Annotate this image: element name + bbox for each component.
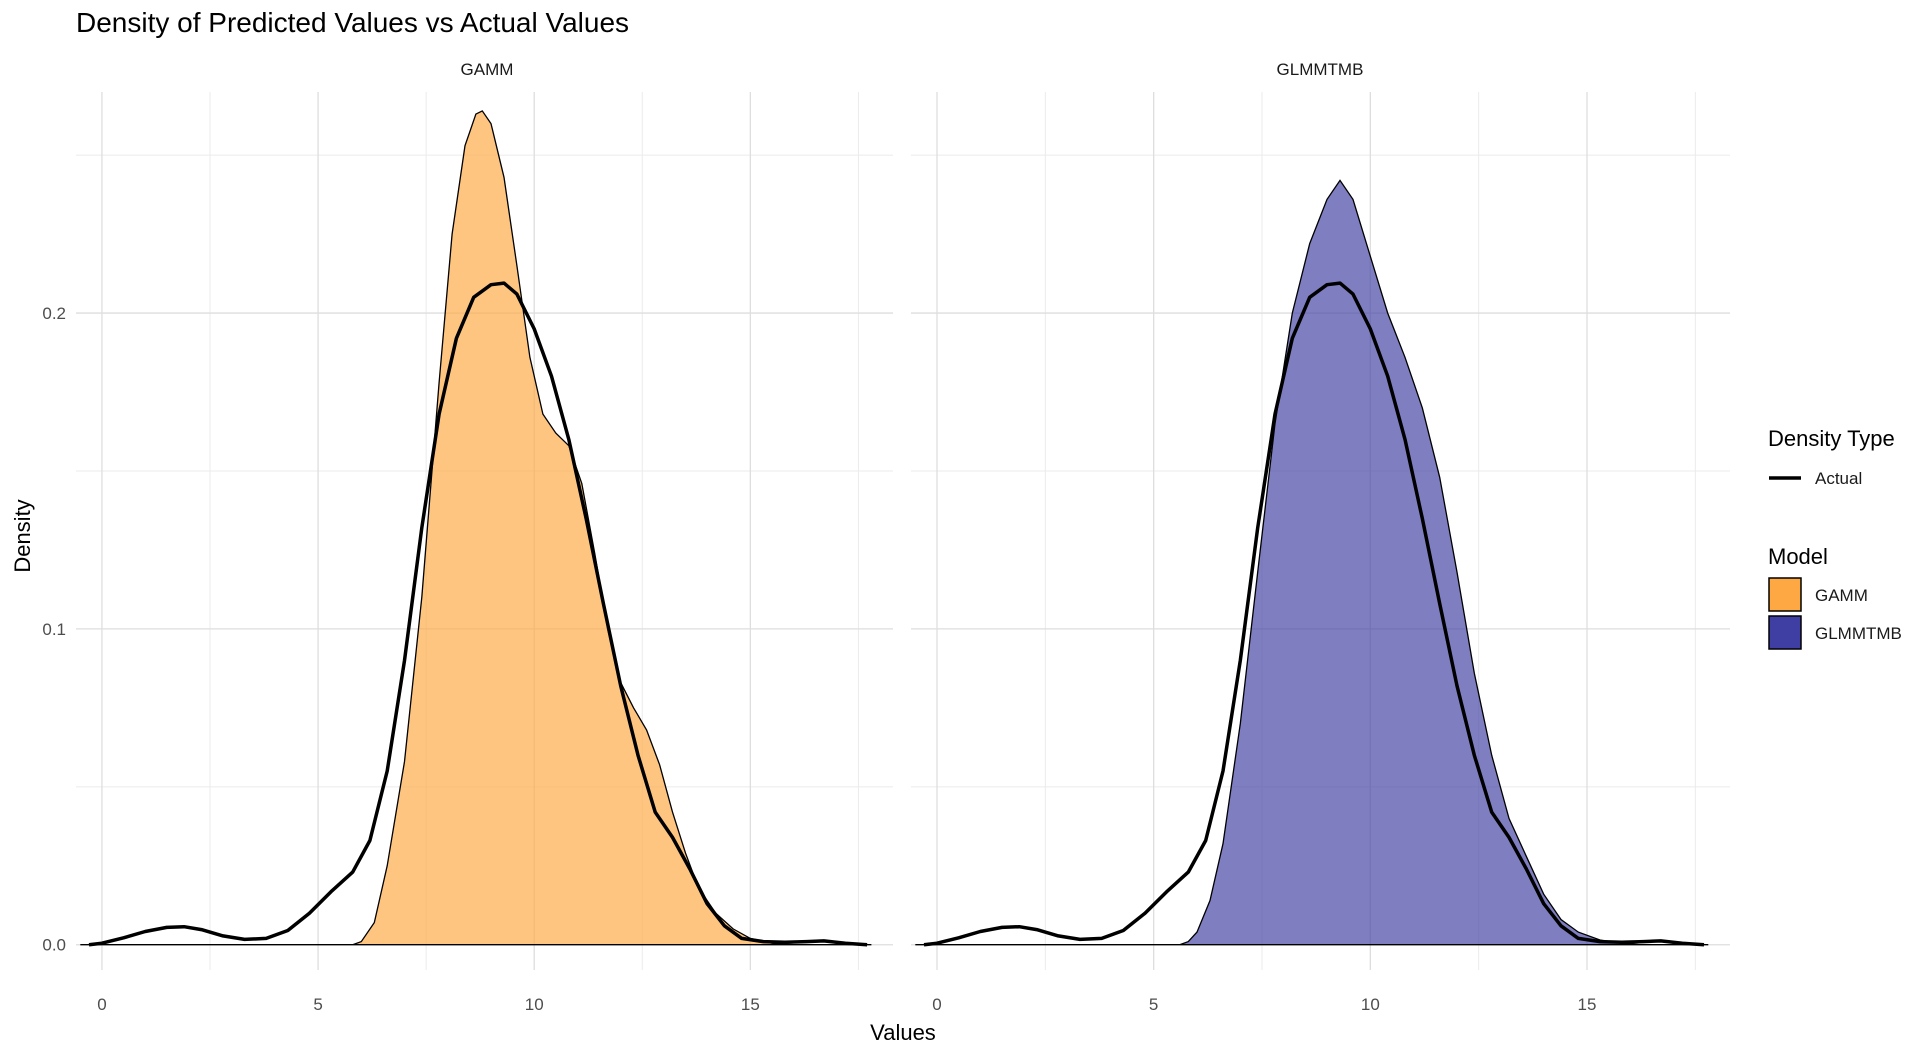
legend-model-title: Model <box>1768 544 1828 569</box>
panel-glmmtmb-strip-label: GLMMTMB <box>1277 60 1364 79</box>
y-tick-label: 0.0 <box>42 936 66 955</box>
x-tick-label: 0 <box>932 995 941 1014</box>
y-tick-label: 0.1 <box>42 620 66 639</box>
legend-model: Model GAMM GLMMTMB <box>1768 544 1902 650</box>
legend-glmmtmb-swatch <box>1768 615 1802 650</box>
legend-gamm-label: GAMM <box>1815 586 1868 605</box>
legend-gamm-swatch <box>1768 577 1802 612</box>
x-tick-label: 5 <box>1149 995 1158 1014</box>
legend-glmmtmb-label: GLMMTMB <box>1815 624 1902 643</box>
y-axis-ticks: 0.0 0.1 0.2 <box>42 304 66 955</box>
panel-glmmtmb-x-ticks: 0 5 10 15 <box>932 995 1596 1014</box>
x-tick-label: 15 <box>1578 995 1597 1014</box>
panel-gamm-area <box>80 110 872 947</box>
x-tick-label: 0 <box>97 995 106 1014</box>
x-axis-title: Values <box>870 1020 936 1045</box>
legend-density-type: Density Type Actual <box>1768 426 1895 488</box>
x-tick-label: 10 <box>525 995 544 1014</box>
glmmtmb-predicted-density-area <box>915 179 1709 946</box>
x-tick-label: 5 <box>313 995 322 1014</box>
chart-title: Density of Predicted Values vs Actual Va… <box>76 7 629 38</box>
y-axis-title: Density <box>10 499 35 572</box>
x-tick-label: 15 <box>741 995 760 1014</box>
gamm-predicted-density-area <box>80 110 872 946</box>
legend-actual-label: Actual <box>1815 469 1862 488</box>
panel-glmmtmb-area <box>915 179 1709 947</box>
y-tick-label: 0.2 <box>42 304 66 323</box>
panel-glmmtmb: 0 5 10 15 GLMMTMB <box>911 60 1730 1014</box>
panel-gamm-strip-label: GAMM <box>461 60 514 79</box>
glmmtmb-actual-density-line <box>923 281 1705 947</box>
gamm-actual-density-line <box>88 281 868 947</box>
legend-density-type-title: Density Type <box>1768 426 1895 451</box>
panel-gamm-x-ticks: 0 5 10 15 <box>97 995 760 1014</box>
panel-gamm: 0 5 10 15 GAMM <box>76 60 893 1014</box>
x-tick-label: 10 <box>1361 995 1380 1014</box>
